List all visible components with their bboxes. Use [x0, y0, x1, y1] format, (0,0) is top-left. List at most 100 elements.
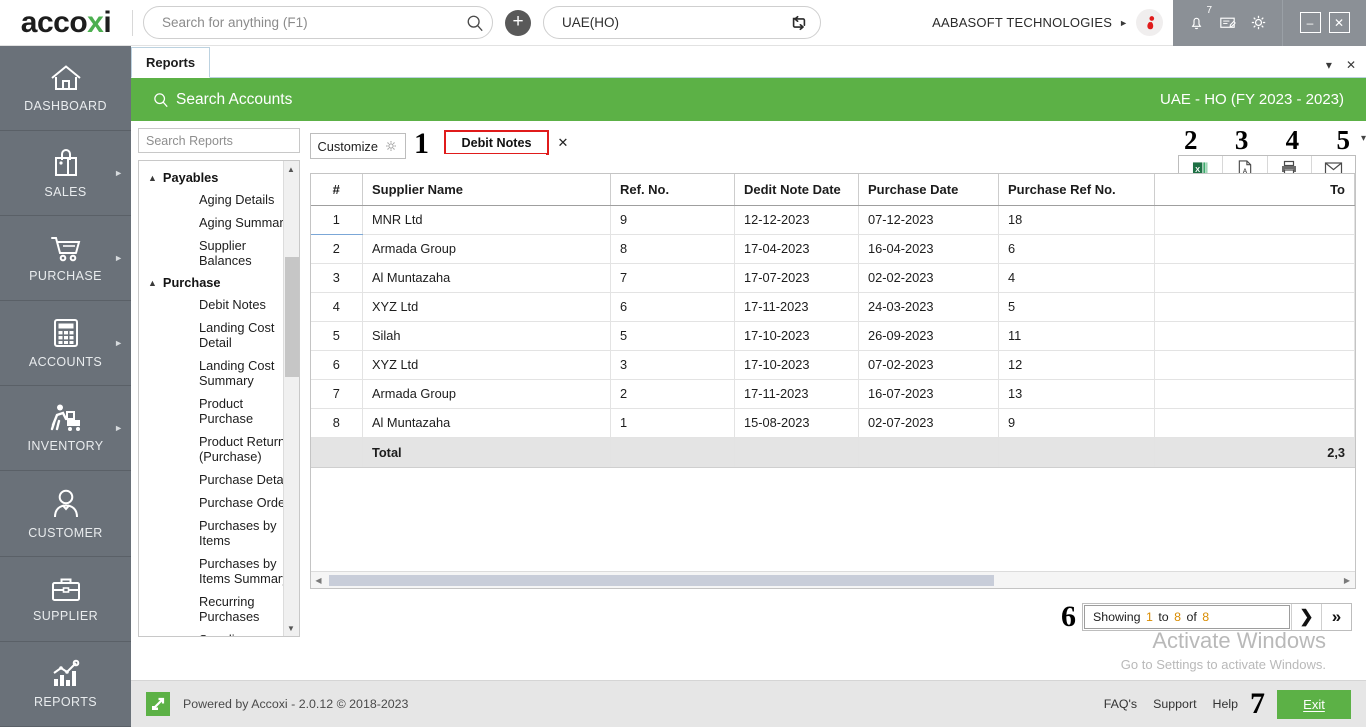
- tree-item[interactable]: Aging Details: [199, 192, 275, 207]
- showing-of-word: of: [1186, 610, 1197, 624]
- scrollbar-thumb[interactable]: [328, 574, 994, 586]
- cell-purchase-ref-no: 13: [998, 379, 1155, 409]
- next-page-button[interactable]: ❯: [1291, 604, 1321, 630]
- organization-area[interactable]: AABASOFT TECHNOLOGIES ►: [932, 0, 1173, 46]
- tree-scrollbar[interactable]: ▲ ▼: [282, 161, 299, 636]
- tree-item[interactable]: Product Returns (Purchase): [199, 434, 292, 464]
- tree-item[interactable]: Aging Summary: [199, 215, 291, 230]
- cell-supplier: XYZ Ltd: [362, 350, 611, 380]
- scroll-left-icon[interactable]: ◀: [315, 575, 322, 585]
- tree-item[interactable]: Supplier Balances: [199, 238, 252, 268]
- close-icon[interactable]: ✕: [1345, 58, 1356, 72]
- table-row[interactable]: 3 Al Muntazaha 7 17-07-2023 02-02-2023 4: [310, 263, 1355, 293]
- cell-debit-note-date: 17-04-2023: [734, 234, 859, 264]
- chevron-down-icon[interactable]: ▾: [1360, 133, 1366, 144]
- watermark-line2: Go to Settings to activate Windows.: [1120, 657, 1326, 672]
- tree-item[interactable]: Supplier Payment Refund: [139, 628, 299, 636]
- app-logo[interactable]: acco x i: [20, 5, 112, 39]
- scroll-right-icon[interactable]: ▶: [1343, 575, 1351, 585]
- tree-item[interactable]: Purchase Details: [199, 472, 296, 487]
- scrollbar-track[interactable]: [327, 574, 1340, 587]
- cell-index: 3: [310, 263, 363, 293]
- branch-selector[interactable]: UAE(HO): [543, 6, 821, 39]
- search-input[interactable]: [162, 15, 466, 30]
- tree-group-purchase[interactable]: ▲ Purchase: [139, 272, 299, 293]
- chevron-up-icon[interactable]: ▲: [148, 172, 157, 183]
- column-header-purchase-date[interactable]: Purchase Date: [858, 174, 999, 206]
- help-link[interactable]: Help: [1212, 697, 1238, 711]
- table-row[interactable]: 7 Armada Group 2 17-11-2023 16-07-2023 1…: [310, 379, 1355, 409]
- avatar[interactable]: [1136, 9, 1163, 36]
- sidebar-item-dashboard[interactable]: DASHBOARD: [0, 46, 131, 132]
- table-row[interactable]: 2 Armada Group 8 17-04-2023 16-04-2023 6: [310, 234, 1355, 264]
- sidebar-item-purchase[interactable]: PURCHASE ►: [0, 216, 131, 302]
- bell-icon[interactable]: 7: [1186, 5, 1212, 33]
- gear-icon[interactable]: [1248, 12, 1269, 33]
- tree-item[interactable]: Purchases by Items: [199, 518, 277, 548]
- sidebar-item-reports[interactable]: REPORTS: [0, 642, 131, 727]
- column-header-debit-note-date[interactable]: Dedit Note Date: [734, 174, 859, 206]
- search-reports-input[interactable]: [138, 128, 300, 153]
- close-icon[interactable]: ✕: [1328, 12, 1350, 33]
- tab-reports[interactable]: Reports: [131, 47, 211, 78]
- table-row[interactable]: 8 Al Muntazaha 1 15-08-2023 02-07-2023 9: [310, 408, 1355, 438]
- chevron-up-icon[interactable]: ▲: [148, 277, 157, 288]
- table-row[interactable]: 4 XYZ Ltd 6 17-11-2023 24-03-2023 5: [310, 292, 1355, 322]
- report-tab-close-icon[interactable]: ✕: [557, 134, 569, 150]
- grid-horizontal-scrollbar[interactable]: ◀ ▶: [310, 571, 1355, 588]
- table-row[interactable]: 5 Silah 5 17-10-2023 26-09-2023 11: [310, 321, 1355, 351]
- sidebar-item-label: SUPPLIER: [32, 608, 99, 623]
- chevron-right-icon[interactable]: ►: [1119, 17, 1128, 28]
- table-row[interactable]: 6 XYZ Ltd 3 17-10-2023 07-02-2023 12: [310, 350, 1355, 380]
- tree-item[interactable]: Recurring Purchases: [199, 594, 260, 624]
- chevron-right-icon[interactable]: ►: [114, 338, 123, 349]
- report-tab-debit-notes[interactable]: Debit Notes: [444, 130, 549, 155]
- plus-icon[interactable]: +: [505, 9, 531, 36]
- sidebar-item-supplier[interactable]: SUPPLIER: [0, 557, 131, 642]
- main-sidebar: DASHBOARD SALES ► PURCHASE ►: [0, 46, 131, 727]
- exit-button[interactable]: Exit: [1277, 689, 1351, 719]
- table-row[interactable]: 1 MNR Ltd 9 12-12-2023 07-12-2023 18: [310, 205, 1355, 235]
- support-link[interactable]: Support: [1153, 697, 1197, 711]
- refresh-icon[interactable]: [790, 14, 808, 32]
- excel-export-button[interactable]: X: [1179, 156, 1224, 181]
- column-header-index[interactable]: #: [310, 174, 363, 206]
- svg-text:A: A: [1243, 168, 1248, 175]
- sidebar-item-inventory[interactable]: INVENTORY ►: [0, 386, 131, 472]
- tree-item[interactable]: Landing Cost Summary: [199, 358, 275, 388]
- tree-item[interactable]: Purchase Orders: [199, 495, 296, 510]
- chevron-right-icon[interactable]: ►: [114, 423, 123, 434]
- window-controls: – ✕: [1282, 0, 1366, 46]
- body-row: ▲ Payables Aging Details Aging Summary S…: [131, 121, 1366, 672]
- cell-purchase-ref-no: 12: [998, 350, 1155, 380]
- chevron-right-icon[interactable]: ►: [114, 168, 123, 179]
- column-header-supplier[interactable]: Supplier Name: [362, 174, 611, 206]
- cell-purchase-date: 07-12-2023: [858, 205, 999, 235]
- showing-count-field[interactable]: Showing 1 to 8 of 8: [1084, 605, 1290, 629]
- chevron-right-icon[interactable]: ►: [114, 253, 123, 264]
- customize-button[interactable]: Customize: [309, 133, 406, 159]
- column-header-total[interactable]: To: [1154, 174, 1355, 206]
- tree-item[interactable]: Purchases by Items Summary: [199, 556, 289, 586]
- search-icon[interactable]: [466, 14, 484, 32]
- search-accounts-button[interactable]: Search Accounts: [153, 91, 292, 109]
- minimize-icon[interactable]: –: [1299, 12, 1321, 33]
- faq-link[interactable]: FAQ's: [1103, 697, 1138, 711]
- tree-item[interactable]: Landing Cost Detail: [199, 320, 275, 350]
- sidebar-item-customer[interactable]: CUSTOMER: [0, 471, 131, 557]
- bar-chart-icon: [52, 659, 79, 686]
- global-search[interactable]: [143, 6, 493, 39]
- scroll-up-icon[interactable]: ▲: [287, 164, 295, 174]
- column-header-purchase-ref-no[interactable]: Purchase Ref No.: [998, 174, 1155, 206]
- message-icon[interactable]: [1217, 12, 1238, 33]
- scroll-down-icon[interactable]: ▼: [287, 623, 295, 633]
- column-header-ref-no[interactable]: Ref. No.: [610, 174, 735, 206]
- last-page-button[interactable]: »: [1321, 604, 1351, 630]
- chevron-down-icon[interactable]: ▾: [1325, 58, 1332, 72]
- sidebar-item-accounts[interactable]: ACCOUNTS ►: [0, 301, 131, 387]
- tree-item[interactable]: Product Purchase: [199, 396, 254, 426]
- tree-group-payables[interactable]: ▲ Payables: [139, 167, 299, 188]
- sidebar-item-sales[interactable]: SALES ►: [0, 131, 131, 217]
- scrollbar-thumb[interactable]: [284, 257, 299, 377]
- tree-item-debit-notes[interactable]: Debit Notes: [199, 297, 266, 312]
